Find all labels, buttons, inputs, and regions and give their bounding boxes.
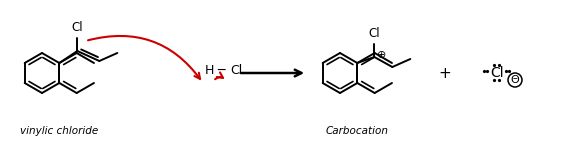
Text: +: + <box>439 66 452 80</box>
Text: ⊕: ⊕ <box>377 50 386 60</box>
Text: Cl: Cl <box>71 21 83 34</box>
Text: vinylic chloride: vinylic chloride <box>20 126 98 136</box>
Text: H: H <box>204 64 214 77</box>
Text: Carbocation: Carbocation <box>326 126 389 136</box>
Text: Θ: Θ <box>511 75 520 85</box>
Text: ─: ─ <box>217 64 225 77</box>
Text: Cl: Cl <box>230 64 242 77</box>
Text: Cl: Cl <box>369 27 380 40</box>
Text: Cl: Cl <box>490 66 504 80</box>
